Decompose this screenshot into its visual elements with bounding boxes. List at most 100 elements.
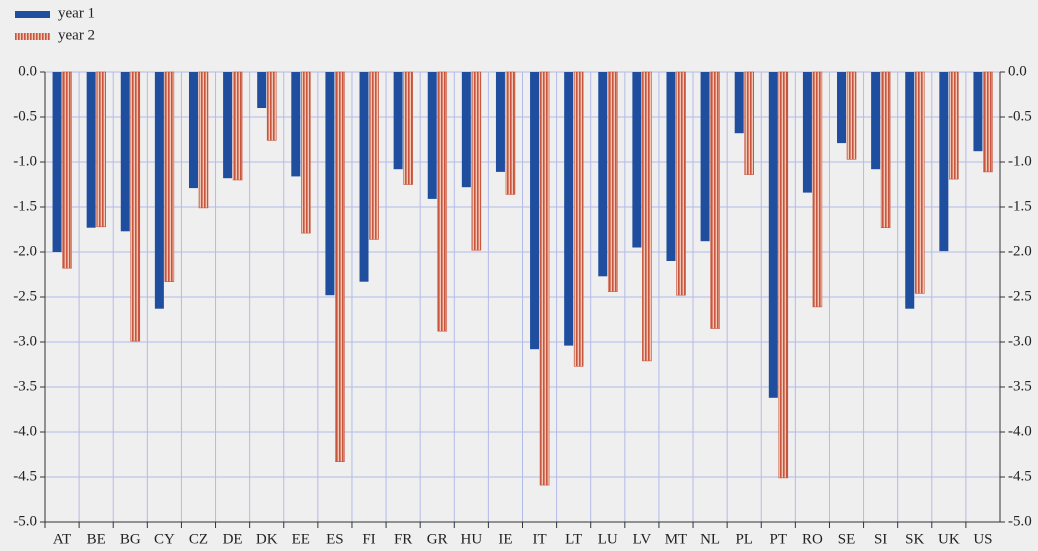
x-tick-label: RO: [802, 531, 823, 547]
x-tick-label: NL: [700, 531, 720, 547]
bar: [471, 71, 482, 251]
bar: [530, 72, 540, 350]
x-tick-label: UK: [938, 531, 960, 547]
x-tick-label: SE: [838, 531, 856, 547]
x-tick-label: MT: [665, 531, 688, 547]
bar: [846, 71, 857, 160]
y-tick-label: -2.5: [13, 288, 37, 304]
x-tick-label: HU: [461, 531, 483, 547]
legend-swatch: [15, 33, 50, 40]
y2-tick-label: 0.0: [1008, 63, 1027, 79]
x-tick-label: AT: [53, 531, 71, 547]
x-tick-label: DE: [223, 531, 243, 547]
y2-tick-label: -3.0: [1008, 333, 1032, 349]
x-tick-label: SK: [905, 531, 924, 547]
bar: [232, 71, 243, 181]
bar: [266, 71, 277, 141]
bar: [642, 71, 652, 362]
bar: [120, 72, 130, 232]
x-tick-label: PT: [770, 531, 788, 547]
x-tick-label: FR: [394, 531, 412, 547]
bar: [949, 71, 959, 180]
x-tick-label: FI: [362, 531, 375, 547]
bar: [802, 72, 812, 193]
legend-label: year 1: [58, 5, 95, 21]
y-tick-label: 0.0: [18, 63, 37, 79]
bar: [539, 71, 550, 486]
bar: [598, 72, 608, 277]
bar: [301, 71, 311, 234]
y-tick-label: -3.5: [13, 378, 37, 394]
bar: [914, 71, 925, 294]
bar: [495, 72, 505, 172]
bar: [403, 71, 413, 185]
x-tick-label: CZ: [189, 531, 208, 547]
x-tick-label: SI: [874, 531, 887, 547]
x-tick-label: DK: [256, 531, 278, 547]
legend-label: year 2: [58, 27, 95, 43]
y-tick-label: -1.0: [13, 153, 37, 169]
y2-tick-label: -2.5: [1008, 288, 1032, 304]
bar: [188, 72, 198, 189]
bar: [505, 71, 516, 195]
bar: [744, 71, 754, 175]
bar: [369, 71, 379, 240]
bar: [96, 71, 106, 228]
bar: [461, 72, 471, 188]
bar: [359, 72, 369, 282]
x-tick-label: IE: [498, 531, 512, 547]
x-tick-label: BE: [87, 531, 106, 547]
y-tick-label: -4.0: [13, 423, 37, 439]
bar: [427, 72, 437, 199]
bar: [164, 71, 175, 282]
x-tick-label: LV: [633, 531, 652, 547]
y-tick-label: -3.0: [13, 333, 37, 349]
bar: [666, 72, 676, 261]
x-tick-label: GR: [427, 531, 448, 547]
bar: [905, 72, 915, 309]
bar: [564, 72, 574, 346]
bar: [700, 72, 710, 242]
y2-tick-label: -4.5: [1008, 468, 1032, 484]
bar: [573, 71, 584, 367]
x-tick-label: CY: [154, 531, 175, 547]
bar: [734, 72, 744, 134]
y-tick-label: -5.0: [13, 513, 37, 529]
x-tick-label: PL: [735, 531, 753, 547]
bar: [973, 72, 983, 152]
y2-tick-label: -4.0: [1008, 423, 1032, 439]
y-tick-label: -2.0: [13, 243, 37, 259]
bar: [837, 72, 847, 144]
bar: [607, 71, 618, 292]
bar: [983, 71, 993, 173]
bar: [291, 72, 301, 177]
y2-tick-label: -1.0: [1008, 153, 1032, 169]
bar: [223, 72, 233, 179]
bar: [812, 71, 823, 308]
x-tick-label: EE: [292, 531, 310, 547]
bar: [676, 71, 686, 296]
y2-tick-label: -5.0: [1008, 513, 1032, 529]
bar: [393, 72, 403, 170]
y-tick-label: -1.5: [13, 198, 37, 214]
legend-swatch: [15, 11, 50, 18]
bar: [778, 71, 789, 479]
bar: [154, 72, 164, 309]
x-tick-label: ES: [326, 531, 344, 547]
bar: [437, 71, 448, 332]
x-tick-label: BG: [120, 531, 141, 547]
y-tick-label: -0.5: [13, 108, 37, 124]
bar: [52, 72, 62, 252]
bar: [130, 71, 141, 342]
bar: [325, 72, 335, 296]
y2-tick-label: -3.5: [1008, 378, 1032, 394]
y2-tick-label: -0.5: [1008, 108, 1032, 124]
bar: [632, 72, 642, 248]
x-tick-label: LU: [598, 531, 618, 547]
y2-tick-label: -1.5: [1008, 198, 1032, 214]
bar: [198, 71, 209, 209]
x-tick-label: US: [973, 531, 992, 547]
bar: [62, 71, 72, 269]
x-tick-label: LT: [565, 531, 582, 547]
